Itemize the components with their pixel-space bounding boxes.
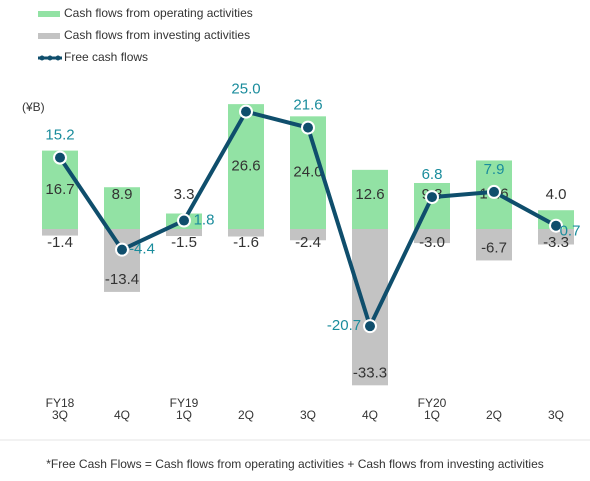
bar-value-label: 26.6 <box>231 158 260 175</box>
bar <box>228 229 264 237</box>
bar-value-label: 4.0 <box>546 186 567 203</box>
point <box>177 213 191 228</box>
legend-swatch <box>47 55 53 61</box>
legend-label: Cash flows from investing activities <box>64 28 250 42</box>
line-value-label: 0.7 <box>560 223 581 240</box>
x-tick-label: FY19 <box>170 396 199 410</box>
legend-swatch <box>39 55 45 61</box>
bar-value-label: -1.5 <box>171 234 197 251</box>
unit-label: (¥B) <box>22 100 45 114</box>
bar-value-label: -3.3 <box>543 234 569 251</box>
point <box>549 218 563 233</box>
footnote: *Free Cash Flows = Cash flows from opera… <box>46 457 544 471</box>
bar <box>352 169 388 229</box>
x-tick-label: 2Q <box>486 408 502 422</box>
line-value-label: 1.8 <box>194 212 215 229</box>
point <box>425 190 439 205</box>
bar <box>42 229 78 236</box>
bar <box>228 104 264 229</box>
bar-value-label: 24.0 <box>293 164 322 181</box>
point <box>239 104 253 119</box>
bar <box>290 229 326 241</box>
bar-value-label: 12.6 <box>355 186 384 203</box>
x-tick-label: 4Q <box>362 408 378 422</box>
point <box>301 120 315 135</box>
bar-value-label: 8.9 <box>112 186 133 203</box>
point <box>53 150 67 165</box>
legend-label: Free cash flows <box>64 50 148 64</box>
x-tick-label: FY18 <box>46 396 75 410</box>
x-tick-label: 1Q <box>176 408 192 422</box>
legend-swatch <box>38 11 60 17</box>
bar-value-label: 16.7 <box>45 181 74 198</box>
line-value-label: -20.7 <box>327 317 361 334</box>
x-tick-label: 3Q <box>548 408 564 422</box>
legend-label: Cash flows from operating activities <box>64 6 253 20</box>
bar <box>414 229 450 244</box>
bar <box>538 229 574 245</box>
bar-value-label: 3.3 <box>174 186 195 203</box>
bar <box>104 187 140 229</box>
bar <box>104 229 140 292</box>
bar-value-label: -13.4 <box>105 271 139 288</box>
x-tick-label: FY20 <box>418 396 447 410</box>
x-tick-label: 3Q <box>52 408 68 422</box>
line-value-label: 7.9 <box>484 161 505 178</box>
bar-value-label: -6.7 <box>481 239 507 256</box>
point <box>363 319 377 334</box>
x-tick-label: 2Q <box>238 408 254 422</box>
line-value-label: 25.0 <box>231 81 260 98</box>
x-tick-label: 3Q <box>300 408 316 422</box>
bar <box>166 229 202 237</box>
bar <box>476 229 512 261</box>
line-value-label: 15.2 <box>45 127 74 144</box>
bar-value-label: -1.4 <box>47 234 73 251</box>
x-tick-label: 1Q <box>424 408 440 422</box>
line-value-label: 6.8 <box>422 166 443 183</box>
line-value-label: 21.6 <box>293 97 322 114</box>
legend-swatch <box>55 55 61 61</box>
point <box>487 184 501 199</box>
bar-value-label: -1.6 <box>233 234 259 251</box>
bar-value-label: -3.0 <box>419 234 445 251</box>
x-tick-label: 4Q <box>114 408 130 422</box>
bar <box>352 229 388 386</box>
bar-value-label: -33.3 <box>353 364 387 381</box>
legend-swatch <box>38 33 60 39</box>
point <box>115 242 129 257</box>
bar-value-label: -2.4 <box>295 234 321 251</box>
line-value-label: -4.4 <box>129 241 155 258</box>
